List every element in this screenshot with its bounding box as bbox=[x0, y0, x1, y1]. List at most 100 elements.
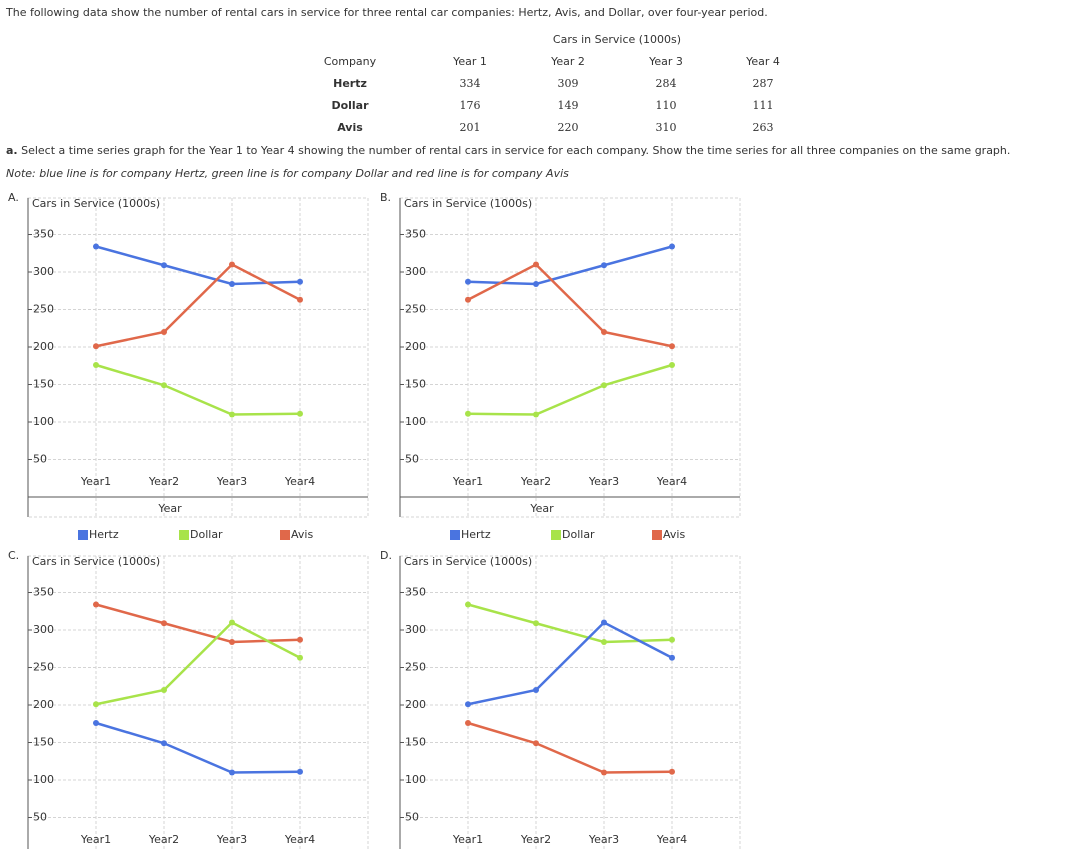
data-point bbox=[533, 687, 539, 693]
data-point bbox=[465, 278, 471, 285]
data-point bbox=[297, 636, 303, 643]
x-tick-label: Year2 bbox=[520, 475, 551, 488]
series-line bbox=[95, 363, 301, 416]
data-point bbox=[601, 769, 607, 776]
company-name: Dollar bbox=[331, 99, 369, 112]
y-axis-title: Cars in Service (1000s) bbox=[32, 555, 160, 568]
x-tick-label: Year2 bbox=[148, 833, 179, 846]
legend-swatch bbox=[551, 530, 561, 540]
series-line bbox=[467, 603, 673, 644]
y-tick-label: 50 bbox=[33, 453, 47, 466]
data-point bbox=[465, 720, 471, 726]
legend-label: Avis bbox=[291, 528, 313, 541]
data-point bbox=[93, 720, 99, 726]
y-tick-label: 150 bbox=[33, 736, 54, 749]
table-header: Year 4 bbox=[745, 55, 780, 68]
data-point bbox=[601, 619, 607, 626]
company-name: Hertz bbox=[333, 77, 367, 90]
data-point bbox=[601, 262, 607, 269]
data-point bbox=[229, 639, 235, 645]
series-line bbox=[95, 721, 301, 774]
data-point bbox=[297, 654, 303, 661]
data-point bbox=[533, 281, 539, 287]
table-cell: 334 bbox=[460, 77, 481, 90]
data-point bbox=[669, 362, 675, 368]
y-tick-label: 350 bbox=[405, 228, 426, 241]
y-tick-label: 150 bbox=[33, 378, 54, 391]
x-tick-label: Year3 bbox=[588, 833, 619, 846]
series-line bbox=[95, 603, 301, 644]
series-line bbox=[467, 721, 673, 774]
y-tick-label: 150 bbox=[405, 736, 426, 749]
table-cell: 220 bbox=[558, 121, 579, 134]
table-cell: 149 bbox=[558, 99, 579, 112]
series-line bbox=[467, 363, 673, 416]
y-tick-label: 200 bbox=[33, 340, 54, 353]
data-point bbox=[161, 329, 167, 335]
legend-swatch bbox=[652, 530, 662, 540]
y-tick-label: 250 bbox=[33, 661, 54, 674]
y-tick-label: 300 bbox=[405, 623, 426, 636]
data-point bbox=[601, 639, 607, 645]
data-point bbox=[669, 636, 675, 643]
x-axis-title: Year bbox=[529, 502, 554, 515]
data-point bbox=[93, 343, 99, 350]
y-axis-title: Cars in Service (1000s) bbox=[32, 197, 160, 210]
y-tick-label: 50 bbox=[405, 811, 419, 824]
question: a. Select a time series graph for the Ye… bbox=[6, 144, 1010, 157]
y-tick-label: 100 bbox=[405, 415, 426, 428]
intro: The following data show the number of re… bbox=[5, 6, 768, 19]
legend-swatch bbox=[450, 530, 460, 540]
data-point bbox=[93, 243, 99, 250]
x-tick-label: Year1 bbox=[80, 833, 111, 846]
y-tick-label: 300 bbox=[33, 623, 54, 636]
data-point bbox=[297, 296, 303, 303]
data-point bbox=[533, 740, 539, 747]
y-tick-label: 250 bbox=[405, 303, 426, 316]
data-point bbox=[533, 411, 539, 418]
data-point bbox=[93, 601, 99, 608]
y-axis-title: Cars in Service (1000s) bbox=[404, 197, 532, 210]
data-point bbox=[229, 261, 235, 268]
option-label: D. bbox=[380, 549, 392, 562]
legend-label: Dollar bbox=[562, 528, 595, 541]
series-line bbox=[467, 262, 673, 348]
plot-frame bbox=[399, 197, 741, 518]
y-tick-label: 50 bbox=[33, 811, 47, 824]
data-point bbox=[533, 620, 539, 627]
y-tick-label: 150 bbox=[405, 378, 426, 391]
table-cell: 111 bbox=[753, 99, 774, 112]
y-tick-label: 200 bbox=[405, 340, 426, 353]
option-label: B. bbox=[380, 191, 391, 204]
plot-frame bbox=[27, 555, 369, 849]
table-header: Year 3 bbox=[648, 55, 683, 68]
table-cell: 201 bbox=[460, 121, 481, 134]
data-point bbox=[229, 769, 235, 776]
y-tick-label: 100 bbox=[33, 415, 54, 428]
data-point bbox=[669, 243, 675, 250]
y-tick-label: 350 bbox=[405, 586, 426, 599]
x-tick-label: Year2 bbox=[148, 475, 179, 488]
data-point bbox=[229, 619, 235, 626]
table-cell: 263 bbox=[753, 121, 774, 134]
legend-label: Dollar bbox=[190, 528, 223, 541]
table-cell: 284 bbox=[656, 77, 677, 90]
x-tick-label: Year4 bbox=[284, 475, 315, 488]
option-label: C. bbox=[8, 549, 19, 562]
data-point bbox=[601, 329, 607, 335]
table-cell: 176 bbox=[460, 99, 481, 112]
x-tick-label: Year1 bbox=[452, 475, 483, 488]
legend-swatch bbox=[179, 530, 189, 540]
table-cell: 309 bbox=[558, 77, 579, 90]
data-point bbox=[669, 768, 675, 775]
y-tick-label: 250 bbox=[33, 303, 54, 316]
x-tick-label: Year3 bbox=[216, 475, 247, 488]
company-name: Avis bbox=[337, 121, 363, 134]
legend-label: Avis bbox=[663, 528, 685, 541]
x-tick-label: Year2 bbox=[520, 833, 551, 846]
x-tick-label: Year3 bbox=[588, 475, 619, 488]
series-line bbox=[95, 245, 301, 286]
data-point bbox=[533, 261, 539, 268]
y-tick-label: 100 bbox=[405, 773, 426, 786]
